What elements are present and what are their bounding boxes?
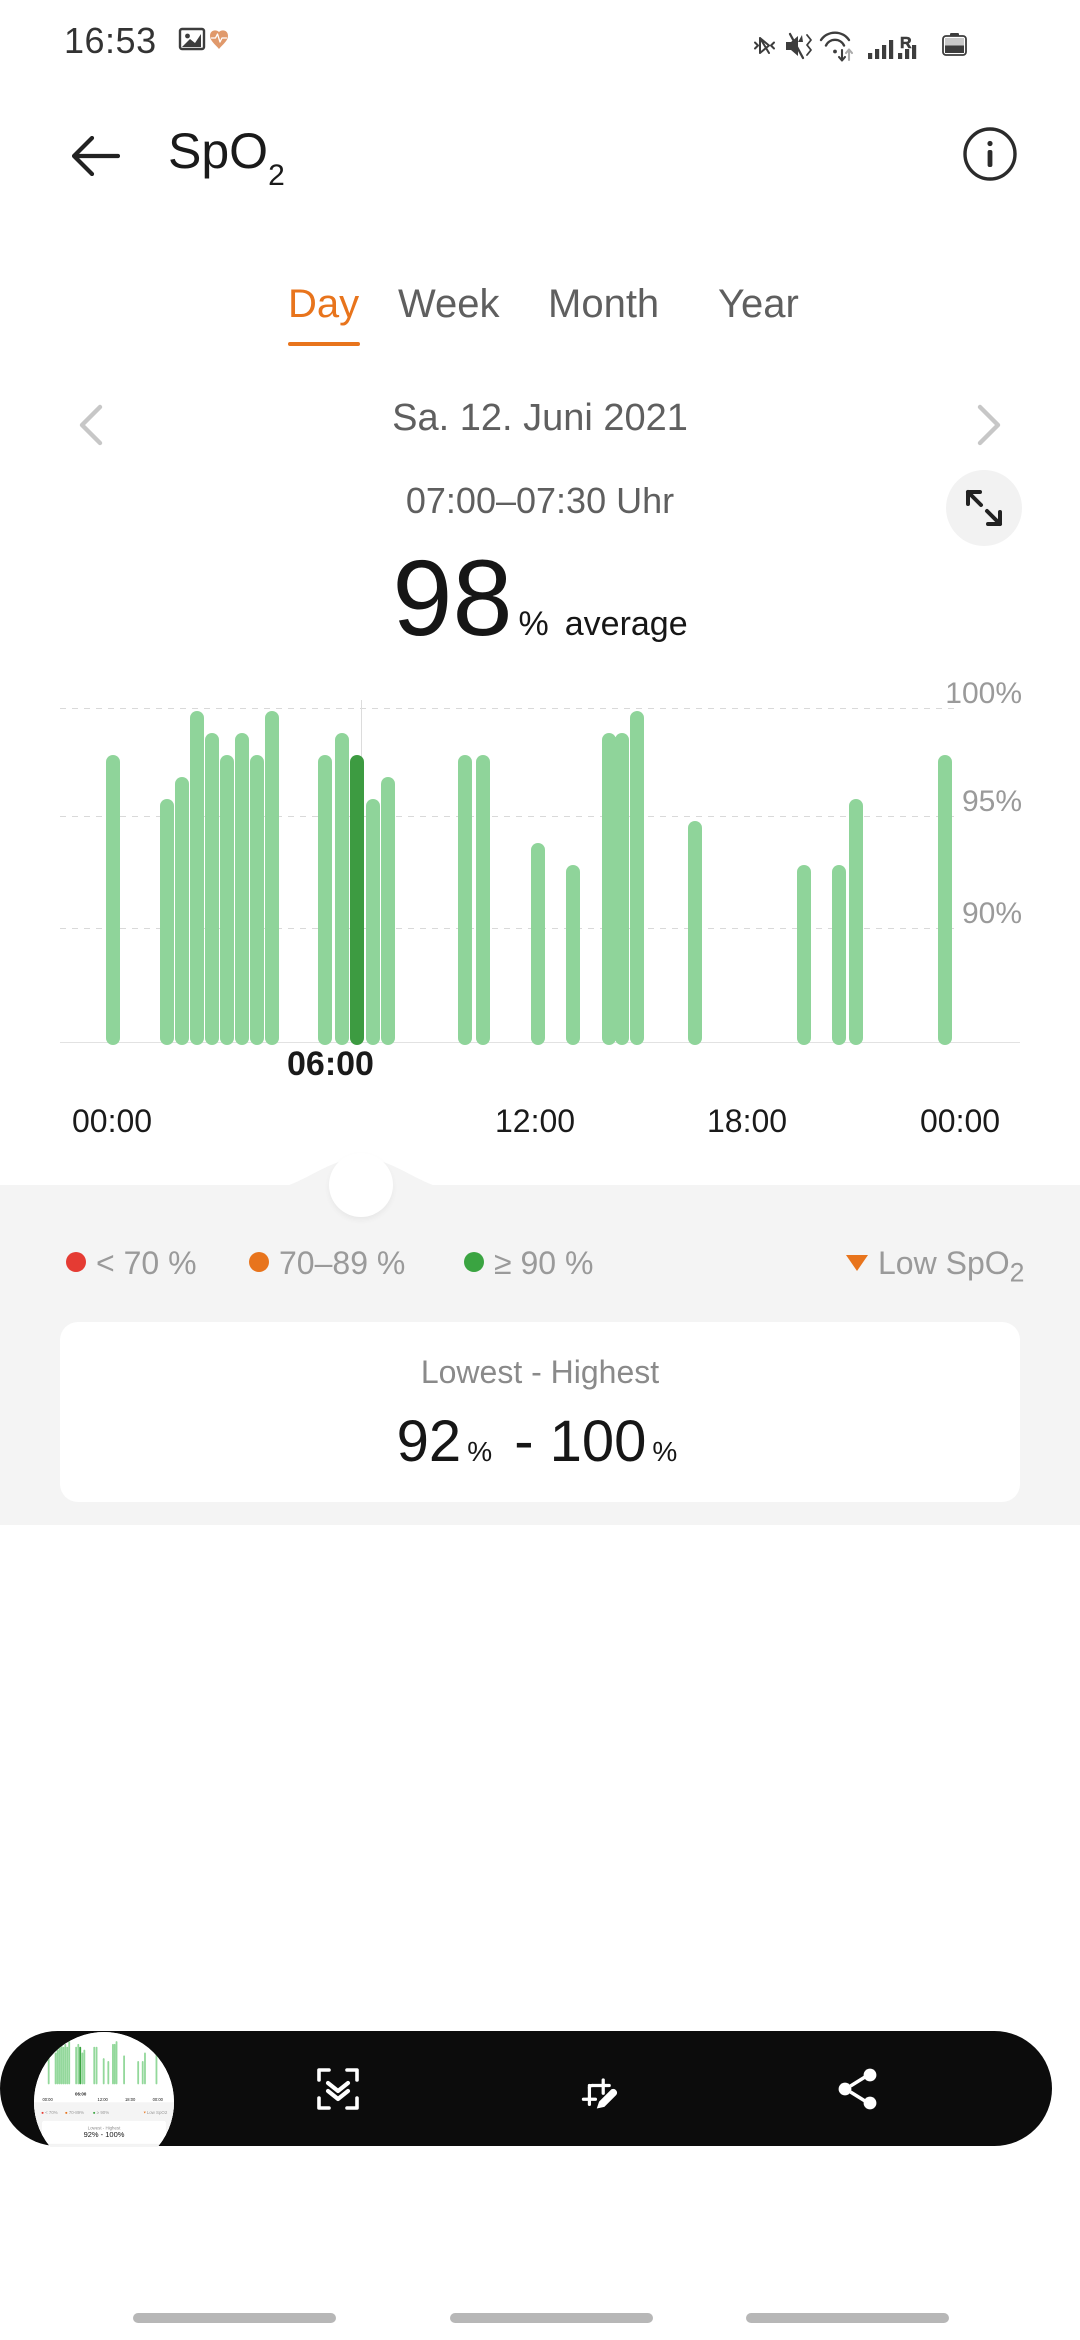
svg-text:≥ 90%: ≥ 90% [97, 2110, 110, 2115]
svg-text:06:00: 06:00 [75, 2092, 87, 2097]
svg-text:00:00: 00:00 [42, 2097, 53, 2102]
svg-text:Low SpO2: Low SpO2 [147, 2110, 168, 2115]
svg-text:< 70%: < 70% [45, 2110, 58, 2115]
svg-text:18:00: 18:00 [125, 2097, 136, 2102]
svg-text:00:00: 00:00 [153, 2097, 164, 2102]
svg-text:92% - 100%: 92% - 100% [84, 2130, 125, 2139]
svg-text:Lowest - Highest: Lowest - Highest [88, 2125, 121, 2130]
svg-text:12:00: 12:00 [98, 2097, 109, 2102]
svg-text:70-89%: 70-89% [69, 2110, 84, 2115]
